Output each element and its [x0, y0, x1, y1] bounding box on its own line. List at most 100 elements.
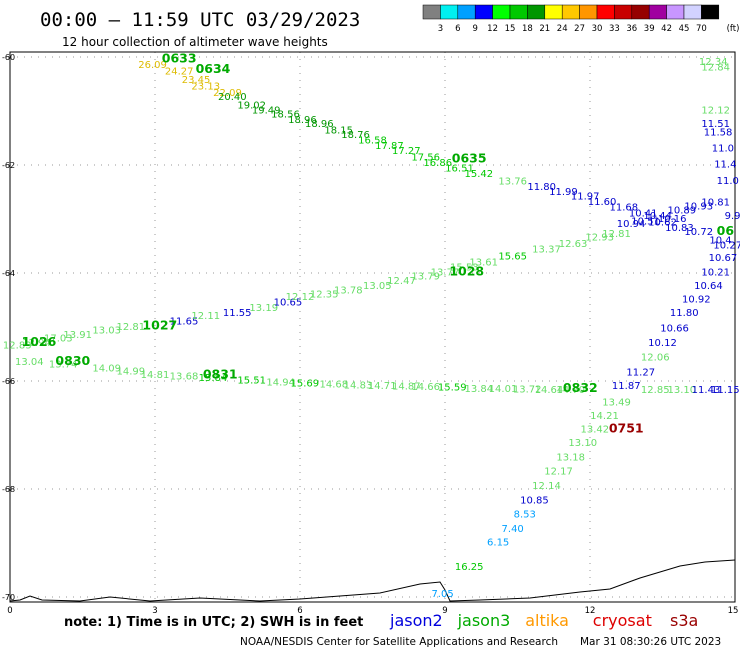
colorbar-label: 70: [696, 24, 707, 34]
swh-value: 10.72: [684, 227, 713, 238]
swh-value: 15.69: [291, 378, 320, 389]
swh-value: 14.01: [489, 384, 518, 395]
footer-timestamp: Mar 31 08:30:26 UTC 2023: [580, 636, 721, 648]
swh-value: 11.51: [701, 119, 730, 130]
swh-value: 13.05: [363, 281, 392, 292]
swh-value: 12.84: [701, 63, 730, 74]
colorbar-swatch: [509, 4, 528, 20]
swh-value: 14.71: [368, 381, 397, 392]
swh-value: 12.17: [544, 466, 573, 477]
swh-value: 10.81: [701, 198, 730, 209]
swh-value: 23.13: [191, 81, 220, 92]
swh-value: 13.79: [411, 271, 440, 282]
swh-value: 7.05: [431, 589, 453, 600]
swh-value: 12.85: [641, 385, 670, 396]
swh-value: 13.10: [568, 438, 597, 449]
colorbar-swatch: [701, 4, 720, 20]
swh-value: 12.83: [3, 341, 32, 352]
swh-value: 10.44: [643, 211, 672, 222]
swh-value: 14.81: [141, 370, 170, 381]
swh-value: 13.77: [431, 268, 460, 279]
colorbar-swatch: [457, 4, 476, 20]
swh-value: 22.09: [213, 88, 242, 99]
swh-value: 18.76: [341, 130, 370, 141]
lat-label: -70: [2, 593, 15, 602]
swh-value: 11.4: [714, 160, 736, 171]
swh-value: 12.94: [22, 338, 51, 349]
footer-note: note: 1) Time is in UTC; 2) SWH is in fe…: [64, 615, 363, 630]
map-frame: [9, 51, 736, 603]
swh-value: 19.49: [252, 106, 281, 117]
swh-value: 10.93: [684, 201, 713, 212]
swh-value: 11.97: [571, 192, 600, 203]
satellite-name: jason3: [457, 611, 511, 630]
swh-value: 12.06: [641, 352, 670, 363]
colorbar-swatch: [579, 4, 598, 20]
colorbar-label: 45: [679, 24, 690, 34]
lat-label: -64: [2, 269, 15, 278]
swh-value: 20.40: [218, 92, 247, 103]
swh-value: 15.65: [498, 252, 527, 263]
swh-value: 10.92: [682, 295, 711, 306]
satellite-legend: jason2 jason3 altika cryosat s3a: [389, 611, 698, 630]
swh-value: 12.81: [117, 322, 146, 333]
swh-value: 13.84: [465, 384, 494, 395]
colorbar-label: 39: [644, 24, 655, 34]
swh-value: 7.40: [502, 524, 524, 535]
time-marker: 1028: [449, 264, 484, 279]
lon-label: 9: [442, 606, 447, 616]
swh-value: 10.66: [660, 323, 689, 334]
lat-label: -68: [2, 485, 15, 494]
swh-value: 12.35: [310, 289, 339, 300]
lon-label: 6: [297, 606, 302, 616]
swh-value: 11.60: [588, 197, 617, 208]
swh-value: 13.19: [249, 303, 278, 314]
swh-value: 10.94: [617, 219, 646, 230]
page-subtitle: 12 hour collection of altimeter wave hei…: [62, 35, 328, 49]
swh-value: 12.93: [585, 233, 614, 244]
lon-label: 3: [152, 606, 157, 616]
colorbar-swatch: [527, 4, 546, 20]
colorbar-label: 12: [487, 24, 498, 34]
swh-value: 17.87: [375, 141, 404, 152]
colorbar-swatch: [544, 4, 563, 20]
swh-value: 12.12: [286, 292, 315, 303]
swh-value: 14.09: [92, 363, 121, 374]
swh-value: 10.21: [701, 268, 730, 279]
time-marker: 1026: [22, 334, 57, 349]
colorbar-label: 24: [557, 24, 568, 34]
swh-value: 11.68: [610, 202, 639, 213]
satellite-name: cryosat: [593, 611, 652, 630]
time-marker: 0634: [196, 61, 231, 76]
time-marker: 0633: [162, 50, 197, 65]
swh-value: 12.11: [191, 311, 220, 322]
swh-value: 10.12: [648, 338, 677, 349]
swh-value: 18.96: [305, 119, 334, 130]
colorbar-legend: 3 6 9 12 15 18 21 24 27 30 33 36 39 42 45 70 (ft): [422, 4, 739, 34]
swh-value: 12.12: [701, 106, 730, 117]
time-marker: 1027: [142, 318, 177, 333]
swh-value: 13.49: [602, 397, 631, 408]
satellite-name: s3a: [670, 611, 698, 630]
grid-ticks: [10, 52, 735, 602]
swh-value: 14.87: [392, 382, 421, 393]
time-marker: 06: [717, 223, 735, 238]
swh-value: 24.27: [165, 66, 194, 77]
colorbar-swatch: [614, 4, 633, 20]
satellite-name: jason2: [389, 611, 443, 630]
colorbar-swatch: [474, 4, 493, 20]
colorbar-swatch: [666, 4, 685, 20]
swh-value: 10.41: [629, 208, 658, 219]
colorbar-swatch: [631, 4, 650, 20]
swh-value: 15.53: [450, 262, 479, 273]
swh-value: 11.58: [704, 127, 733, 138]
colorbar-swatch: [492, 4, 511, 20]
swh-value: 15.84: [199, 373, 228, 384]
time-marker: 0751: [609, 420, 644, 435]
lat-label: -62: [2, 161, 15, 170]
swh-value: 13.42: [581, 424, 610, 435]
colorbar-swatch: [683, 4, 702, 20]
swh-value: 18.96: [288, 115, 317, 126]
swh-value: 11.0: [717, 176, 739, 187]
